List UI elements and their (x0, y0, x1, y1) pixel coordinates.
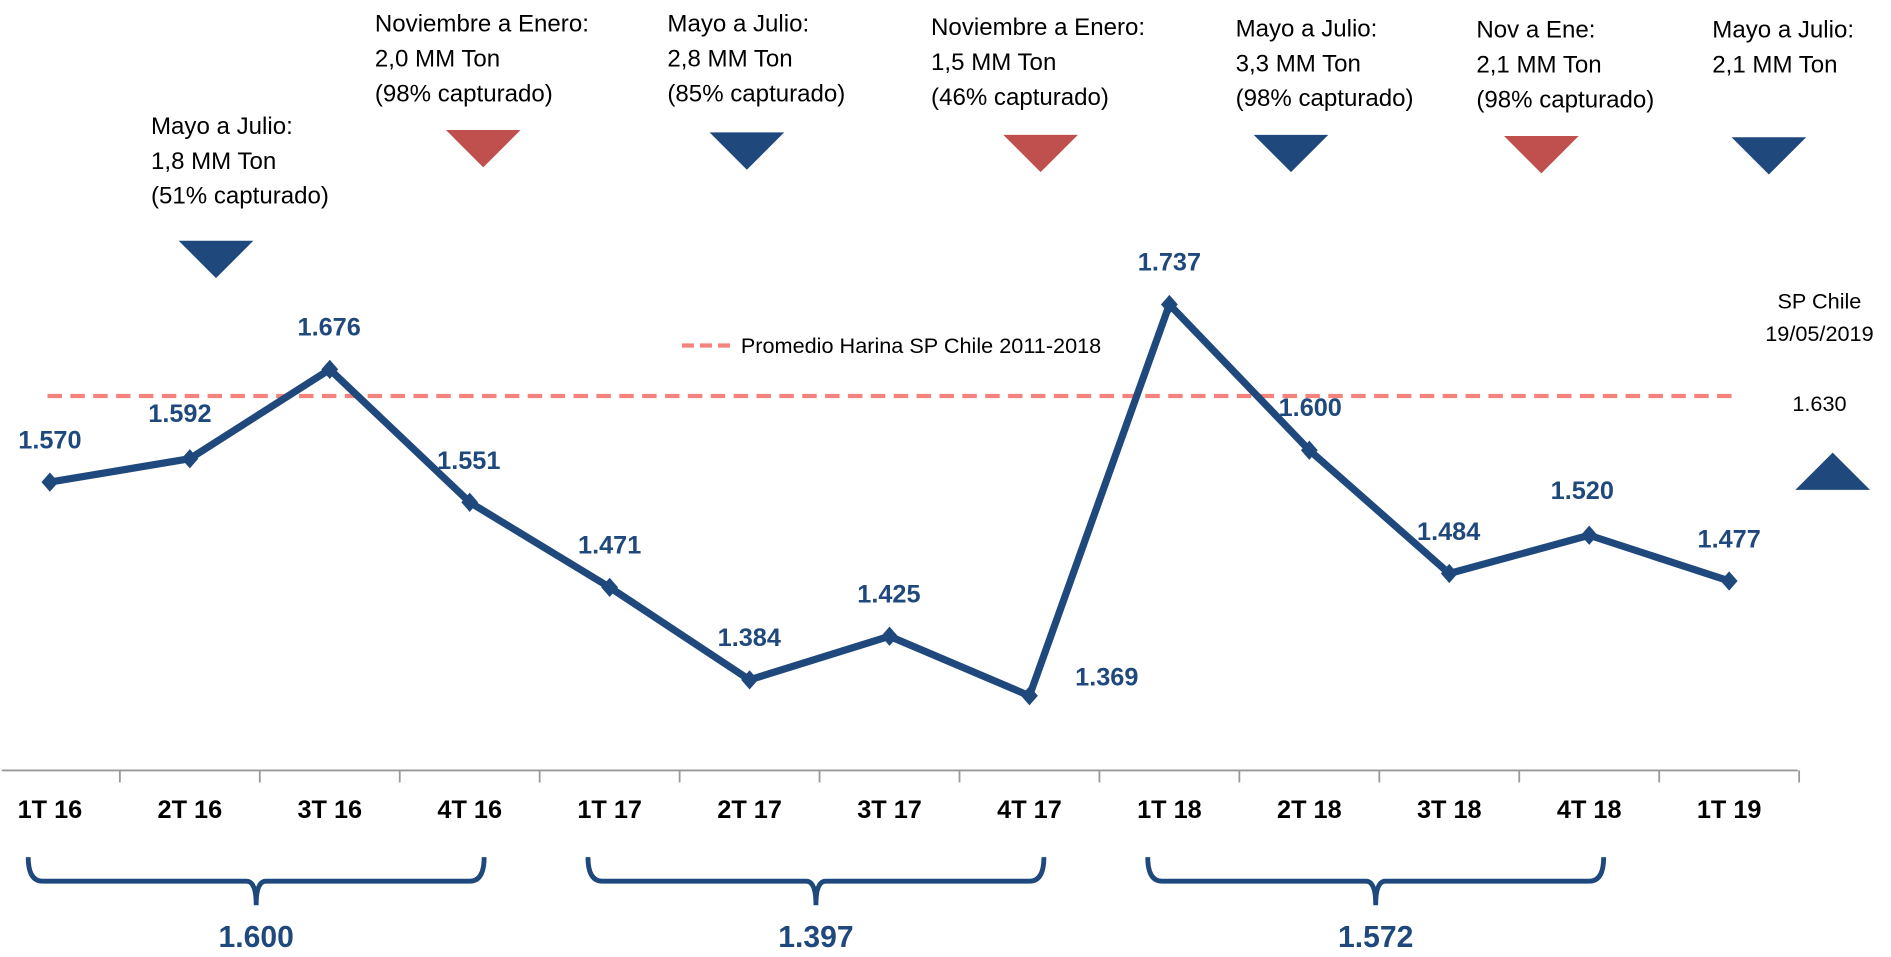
x-tick-label: 2T 16 (158, 796, 223, 824)
marker (881, 626, 898, 646)
data-label: 1.384 (718, 624, 781, 652)
marker (1021, 686, 1038, 706)
data-label: 1.477 (1698, 525, 1761, 553)
group-value: 1.572 (1338, 921, 1413, 954)
annotation-text: Mayo a Julio: (1712, 17, 1854, 44)
data-label: 1.551 (437, 447, 500, 475)
annotation-triangle (1003, 134, 1078, 173)
spot-text: SP Chile (1778, 288, 1862, 313)
data-label: 1.600 (1279, 394, 1342, 422)
marker (1300, 440, 1318, 460)
x-tick-label: 3T 18 (1417, 796, 1482, 824)
spot-value: 1.630 (1792, 391, 1846, 416)
data-label: 1.425 (857, 581, 920, 609)
annotation-text: Noviembre a Enero: (375, 11, 589, 38)
x-tick-label: 1T 17 (577, 796, 642, 824)
marker (461, 492, 479, 512)
annotation-triangle (1253, 134, 1329, 173)
annotation-text: Nov a Ene: (1476, 17, 1595, 44)
data-label: 1.570 (18, 427, 81, 455)
data-label: 1.592 (148, 400, 211, 428)
annotation-text: 1,5 MM Ton (931, 49, 1056, 76)
x-tick-label: 4T 16 (437, 796, 502, 824)
annotation-text: 3,3 MM Ton (1236, 50, 1361, 77)
group-value: 1.397 (778, 921, 853, 954)
annotation-text: 2,0 MM Ton (375, 45, 500, 72)
data-label: 1.471 (578, 531, 641, 559)
group-bracket (25, 857, 487, 906)
marker (1160, 294, 1178, 315)
annotation-text: 2,1 MM Ton (1476, 52, 1601, 79)
annotation-triangle (709, 132, 785, 170)
annotation-text: (46% capturado) (931, 84, 1109, 111)
data-label: 1.676 (298, 313, 361, 341)
annotation-triangle (445, 130, 521, 168)
group-bracket (585, 857, 1047, 906)
annotation-triangle (178, 240, 254, 279)
x-tick-label: 1T 19 (1697, 796, 1762, 824)
data-label: 1.520 (1551, 477, 1614, 505)
data-label: 1.484 (1417, 518, 1480, 546)
x-tick-label: 4T 17 (997, 796, 1062, 824)
annotation-text: 2,8 MM Ton (667, 45, 792, 72)
data-label: 1.369 (1075, 664, 1138, 692)
annotation-text: Noviembre a Enero: (931, 14, 1145, 41)
annotation-text: Mayo a Julio: (151, 113, 293, 140)
marker (601, 577, 619, 597)
marker (1580, 525, 1598, 545)
annotation-text: Mayo a Julio: (1236, 15, 1378, 42)
annotation-text: (98% capturado) (375, 80, 553, 107)
annotation-text: Mayo a Julio: (667, 11, 809, 38)
x-tick-label: 3T 16 (297, 796, 362, 824)
marker (41, 472, 59, 492)
data-label: 1.737 (1138, 248, 1201, 276)
x-tick-label: 2T 18 (1277, 796, 1342, 824)
annotation-text: (85% capturado) (667, 80, 845, 107)
annotation-text: (51% capturado) (151, 183, 329, 210)
annotation-text: (98% capturado) (1236, 85, 1414, 112)
group-value: 1.600 (219, 921, 294, 954)
annotation-text: 1,8 MM Ton (151, 148, 276, 175)
group-bracket (1145, 857, 1607, 906)
x-tick-label: 1T 18 (1137, 796, 1202, 824)
x-tick-label: 4T 18 (1557, 796, 1622, 824)
legend-label: Promedio Harina SP Chile 2011-2018 (741, 333, 1101, 358)
marker (181, 449, 199, 469)
spot-triangle (1795, 452, 1870, 490)
x-tick-label: 1T 16 (18, 796, 83, 824)
spot-text: 19/05/2019 (1765, 321, 1873, 346)
x-tick-label: 2T 17 (717, 796, 782, 824)
annotation-text: (98% capturado) (1476, 86, 1654, 113)
x-tick-label: 3T 17 (857, 796, 922, 824)
annotation-triangle (1504, 136, 1579, 174)
marker (1720, 571, 1738, 591)
annotation-text: 2,1 MM Ton (1712, 52, 1837, 79)
annotation-triangle (1731, 137, 1807, 175)
